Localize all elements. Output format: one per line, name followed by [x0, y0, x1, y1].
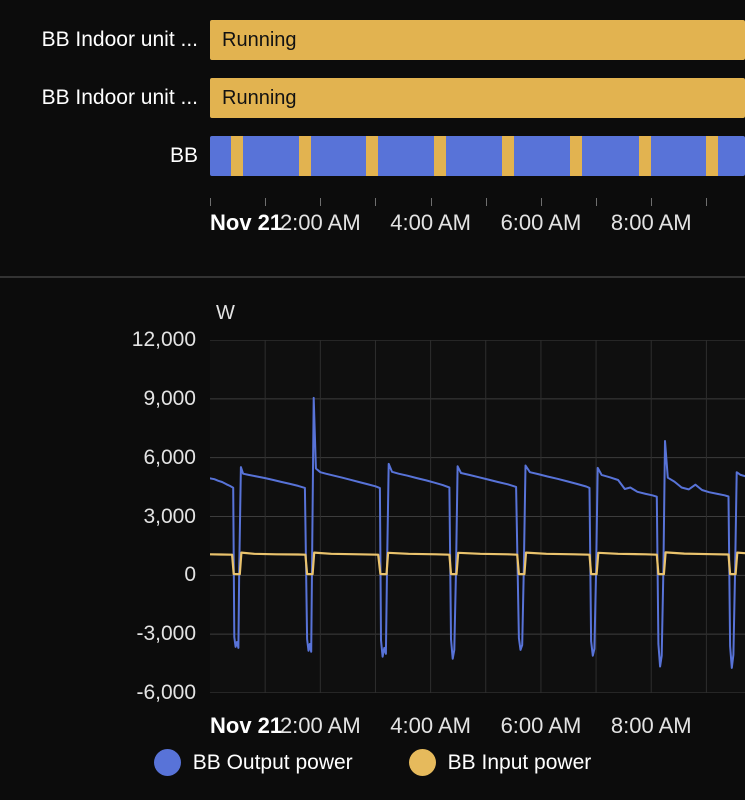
time-axis-label: 8:00 AM [610, 210, 692, 235]
activity-bar[interactable] [210, 136, 745, 176]
output-power-line [210, 396, 745, 669]
activity-stripe [502, 136, 514, 176]
activity-stripe [230, 136, 243, 176]
legend-label: BB Input power [447, 750, 592, 774]
time-axis-label: Nov 21 [210, 713, 283, 738]
chart-time-axis: Nov 21 2:00 AM 4:00 AM 6:00 AM 8:00 AM [210, 697, 745, 738]
legend-color-dot [408, 749, 436, 776]
power-chart-card: W 12,000 9,000 6,000 3,000 0 -3,000 -6,000 Nov… [0, 302, 745, 776]
entity-label: BB Indoor unit ... [41, 28, 198, 51]
chart-y-axis: 12,000 9,000 6,000 3,000 0 -3,000 -6,000 [0, 328, 210, 704]
time-axis-label: 6:00 AM [500, 210, 582, 235]
power-chart-plot[interactable] [210, 340, 745, 693]
timeline-row: BB [0, 136, 745, 176]
time-tick [485, 198, 487, 206]
input-power-line [210, 551, 745, 576]
timeline-row: BB Indoor unit ... Running [0, 20, 745, 60]
activity-stripe [434, 136, 446, 176]
activity-stripe [639, 136, 651, 176]
activity-stripe [366, 136, 378, 176]
y-axis-label: 9,000 [143, 386, 196, 410]
time-tick [210, 198, 211, 206]
activity-stripe [299, 136, 312, 176]
state-label: Running [222, 87, 297, 109]
state-bar[interactable]: Running [210, 20, 745, 60]
time-tick [375, 198, 377, 206]
state-label: Running [222, 29, 297, 51]
chart-legend: BB Output power BB Input power [0, 749, 745, 776]
activity-stripe [570, 136, 582, 176]
entity-label: BB [169, 144, 198, 167]
y-axis-label: 0 [184, 563, 196, 587]
section-divider [0, 276, 745, 278]
time-axis-label: 8:00 AM [610, 713, 692, 738]
y-axis-label: 6,000 [143, 445, 196, 469]
time-axis-label: 2:00 AM [279, 210, 361, 235]
history-timeline-card: BB Indoor unit ... Running BB Indoor uni… [0, 0, 745, 258]
time-tick [596, 198, 598, 206]
time-tick [430, 198, 432, 206]
time-axis-label: 2:00 AM [279, 713, 361, 738]
timeline-time-axis: Nov 21 2:00 AM 4:00 AM 6:00 AM 8:00 AM [210, 194, 745, 258]
time-axis-label: Nov 21 [210, 210, 283, 235]
y-axis-label: 12,000 [131, 328, 196, 351]
legend-color-dot [153, 749, 181, 776]
legend-label: BB Output power [192, 750, 353, 774]
time-tick [265, 198, 267, 206]
legend-item-output-power[interactable]: BB Output power [153, 749, 353, 776]
time-tick [651, 198, 653, 206]
time-axis-label: 4:00 AM [390, 210, 471, 235]
time-tick [706, 198, 708, 206]
power-chart[interactable] [210, 340, 745, 693]
timeline-row: BB Indoor unit ... Running [0, 78, 745, 118]
entity-label: BB Indoor unit ... [41, 86, 198, 109]
y-axis-label: -6,000 [136, 681, 196, 704]
time-axis-label: 4:00 AM [390, 713, 471, 738]
y-axis-label: 3,000 [143, 504, 196, 528]
time-tick [320, 198, 322, 206]
activity-stripe [706, 136, 719, 176]
watt-unit-label: W [216, 302, 235, 324]
state-bar[interactable]: Running [210, 78, 745, 118]
legend-item-input-power[interactable]: BB Input power [408, 749, 592, 776]
time-axis-label: 6:00 AM [500, 713, 582, 738]
y-axis-label: -3,000 [136, 622, 196, 646]
time-tick [540, 198, 542, 206]
